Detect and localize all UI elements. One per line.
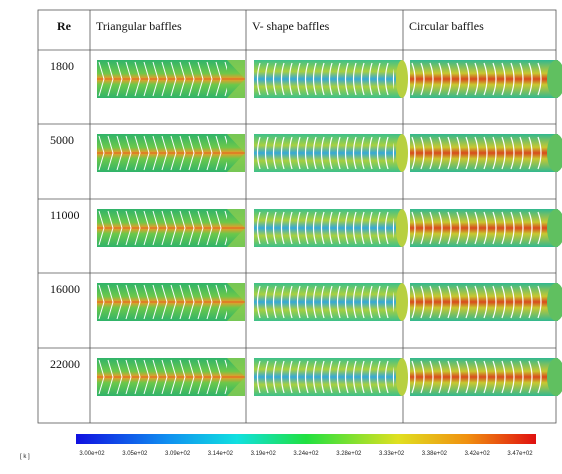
colorbar-tick-label: 3.14e+02 <box>208 451 234 457</box>
header-cell: Triangular baffles <box>96 19 182 33</box>
re-value: 1800 <box>50 59 74 73</box>
contour-image <box>97 209 245 247</box>
colorbar-tick-label: 3.42e+02 <box>465 451 491 457</box>
header-cell: Circular baffles <box>409 19 484 33</box>
contour-image <box>410 358 562 396</box>
contour-image <box>254 60 408 98</box>
colorbar-tick-label: 3.47e+02 <box>507 451 533 457</box>
colorbar-tick-label: 3.05e+02 <box>122 451 148 457</box>
re-value: 22000 <box>50 357 80 371</box>
contour-image <box>254 358 408 396</box>
contour-image <box>97 283 245 321</box>
contour-image <box>97 358 245 396</box>
colorbar-tick-label: 3.28e+02 <box>336 451 362 457</box>
colorbar-tick-label: 3.24e+02 <box>293 451 319 457</box>
contour-image <box>254 134 408 172</box>
re-value: 5000 <box>50 133 74 147</box>
colorbar-tick-label: 3.19e+02 <box>251 451 277 457</box>
colorbar-tick-label: 3.09e+02 <box>165 451 191 457</box>
re-value: 11000 <box>50 208 80 222</box>
re-value: 16000 <box>50 282 80 296</box>
contour-image <box>254 283 408 321</box>
contour-image <box>410 60 562 98</box>
colorbar-unit: [ k ] <box>20 454 30 460</box>
colorbar <box>76 434 536 444</box>
contour-image <box>97 134 245 172</box>
contour-image <box>254 209 408 247</box>
contour-image <box>410 283 562 321</box>
contour-image <box>410 209 562 247</box>
contour-image <box>97 60 245 98</box>
contour-image <box>410 134 562 172</box>
figure: Re Triangular baffles V- shape baffles C… <box>0 0 562 474</box>
header-cell: Re <box>57 19 72 33</box>
colorbar-ticks: 3.00e+02 3.05e+02 3.09e+02 3.14e+02 3.19e+02… <box>79 451 533 457</box>
header-cell: V- shape baffles <box>252 19 330 33</box>
colorbar-tick-label: 3.38e+02 <box>422 451 448 457</box>
colorbar-tick-label: 3.33e+02 <box>379 451 405 457</box>
colorbar-tick-label: 3.00e+02 <box>79 451 105 457</box>
